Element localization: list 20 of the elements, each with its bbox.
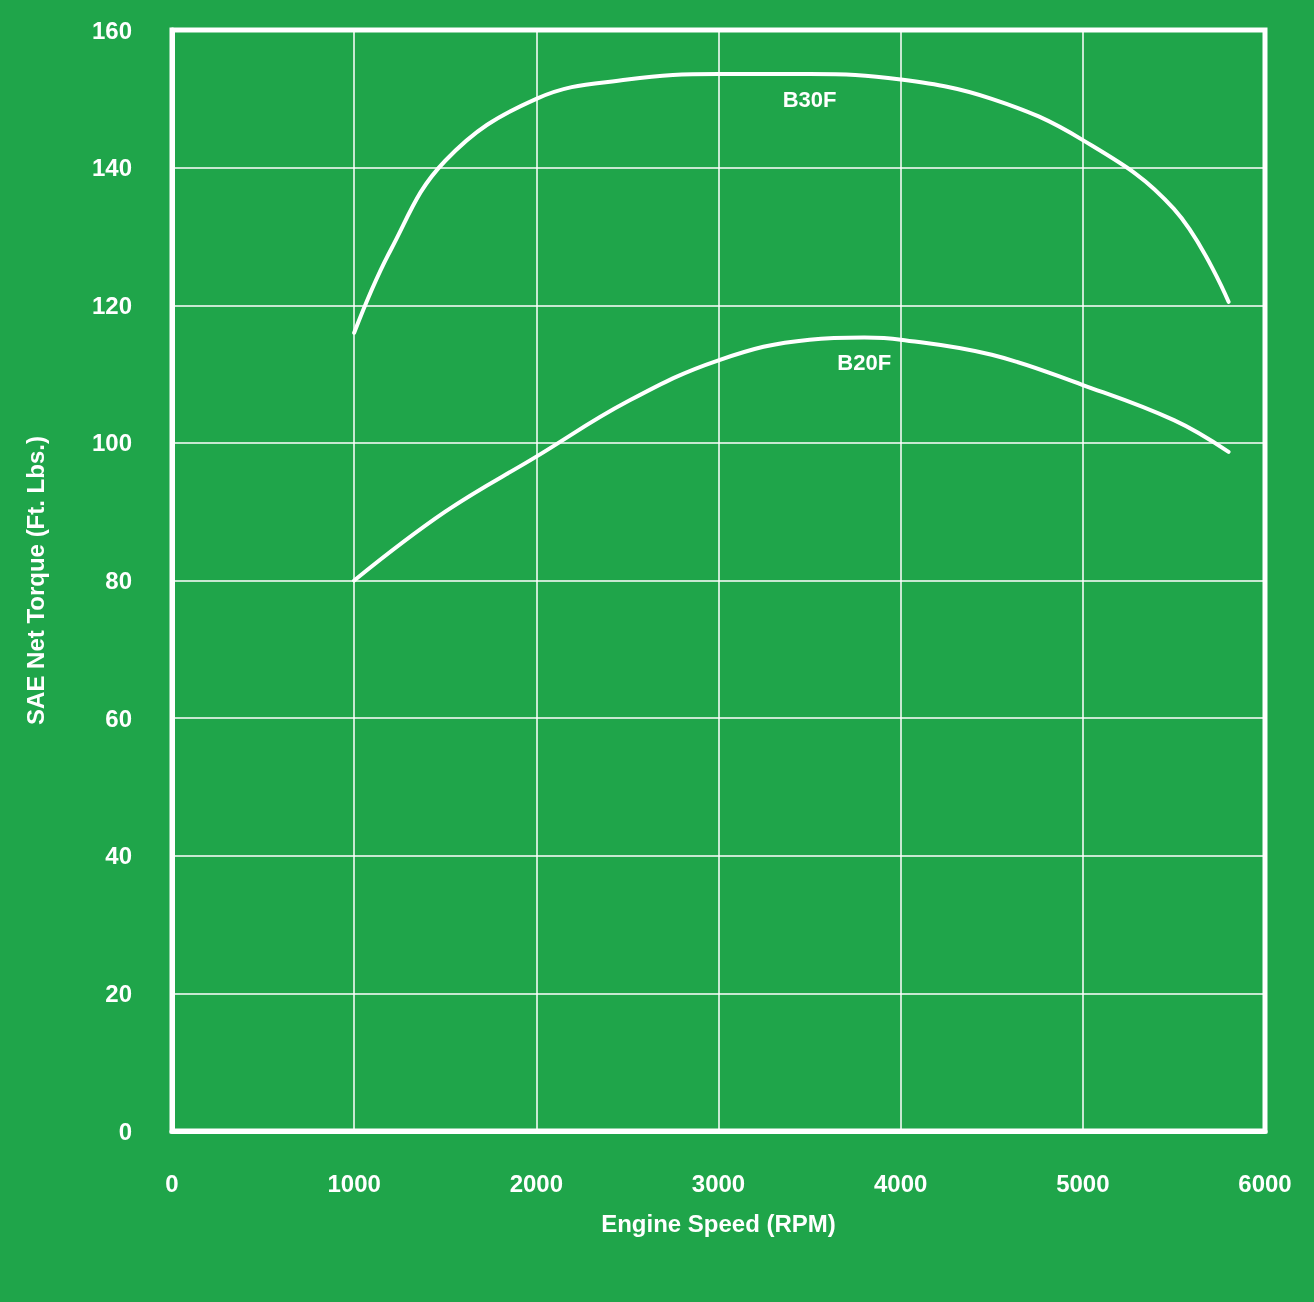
y-axis-title: SAE Net Torque (Ft. Lbs.) xyxy=(21,436,49,725)
y-tick-label: 80 xyxy=(105,567,132,594)
x-tick-label: 5000 xyxy=(1056,1169,1110,1197)
series-label: B20F xyxy=(837,350,892,376)
y-tick-label: 60 xyxy=(105,704,132,732)
y-tick-label: 0 xyxy=(118,1117,132,1145)
x-tick-label: 4000 xyxy=(873,1169,928,1197)
x-tick-label: 1000 xyxy=(327,1169,381,1197)
y-tick-label: 120 xyxy=(91,291,132,319)
x-tick-label: 2000 xyxy=(509,1169,564,1197)
x-tick-label: 0 xyxy=(165,1169,179,1197)
y-tick-label: 20 xyxy=(105,979,132,1007)
y-tick-label: 40 xyxy=(105,842,132,870)
series-label: B30F xyxy=(782,86,837,112)
y-tick-label: 100 xyxy=(91,429,132,457)
y-tick-label: 160 xyxy=(91,16,132,44)
x-tick-label: 3000 xyxy=(691,1169,746,1197)
y-tick-label: 140 xyxy=(91,154,132,182)
x-axis-title: Engine Speed (RPM) xyxy=(601,1209,836,1237)
x-tick-label: 6000 xyxy=(1238,1169,1292,1197)
